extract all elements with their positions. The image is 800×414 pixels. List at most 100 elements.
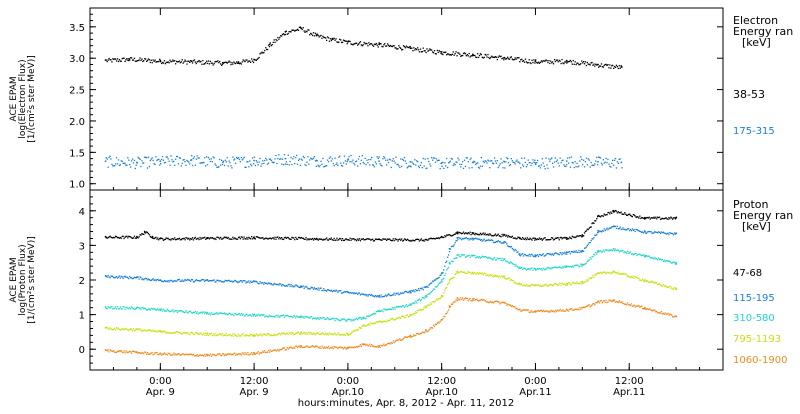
data-point <box>291 347 293 349</box>
data-point <box>570 251 573 253</box>
data-point <box>483 234 485 236</box>
data-point <box>275 238 277 240</box>
data-point <box>356 345 358 348</box>
series-value-point <box>456 236 459 239</box>
data-point <box>382 344 384 347</box>
data-point <box>131 350 134 352</box>
data-point <box>537 238 540 240</box>
data-point <box>598 250 601 252</box>
data-point <box>110 275 112 277</box>
data-point <box>585 230 588 232</box>
data-point <box>646 308 648 310</box>
data-point <box>402 305 404 307</box>
data-point <box>649 231 651 233</box>
data-point <box>664 260 666 263</box>
data-point <box>238 158 241 161</box>
data-point <box>246 281 248 283</box>
data-point <box>600 300 603 302</box>
data-point <box>552 237 554 239</box>
data-point <box>502 242 504 244</box>
data-point <box>543 60 545 62</box>
data-point <box>449 54 452 56</box>
data-point <box>404 290 407 292</box>
data-point <box>107 166 109 168</box>
data-point <box>418 333 421 335</box>
data-point <box>379 310 381 312</box>
data-point <box>382 295 384 298</box>
data-point <box>593 63 595 65</box>
data-point <box>466 238 468 240</box>
data-point <box>606 271 608 274</box>
data-point <box>611 249 613 251</box>
data-point <box>337 239 339 241</box>
data-point <box>514 306 516 308</box>
data-point <box>148 234 151 236</box>
data-point <box>484 160 486 162</box>
series-value-point <box>518 267 521 269</box>
data-point <box>293 334 295 336</box>
data-point <box>538 165 541 167</box>
data-point <box>484 299 486 302</box>
data-point <box>547 266 549 268</box>
data-point <box>310 346 312 348</box>
data-point <box>583 232 586 234</box>
data-point <box>263 52 265 54</box>
data-point <box>492 56 495 58</box>
data-point <box>357 238 359 240</box>
series-value-point <box>448 247 451 250</box>
data-point <box>214 333 216 335</box>
data-point <box>193 59 196 61</box>
legend-entry-175-315: 175-315 <box>733 126 775 137</box>
data-point <box>303 157 305 159</box>
data-point <box>128 278 130 280</box>
data-point <box>337 332 339 334</box>
data-point <box>150 279 152 281</box>
data-point <box>602 230 604 232</box>
data-point <box>364 157 366 159</box>
data-point <box>225 161 227 163</box>
data-point <box>441 296 443 298</box>
data-point <box>482 274 484 276</box>
data-point <box>147 353 150 355</box>
data-point <box>607 64 609 66</box>
data-point <box>646 216 648 219</box>
data-point <box>207 60 210 62</box>
data-point <box>119 329 121 331</box>
data-point <box>183 159 185 161</box>
series-38-53 <box>104 26 623 70</box>
data-point <box>290 346 292 348</box>
data-point <box>266 351 269 353</box>
data-point <box>302 155 304 158</box>
data-point <box>351 161 353 163</box>
data-point <box>464 237 467 239</box>
data-point <box>507 235 510 237</box>
data-point <box>281 285 283 287</box>
data-point <box>567 283 569 286</box>
data-point <box>544 310 546 312</box>
data-point <box>453 258 455 260</box>
data-point <box>405 336 407 338</box>
data-point <box>631 228 633 230</box>
data-point <box>577 251 579 254</box>
data-point <box>306 316 308 318</box>
data-point <box>241 352 243 354</box>
data-point <box>151 157 153 159</box>
data-point <box>173 332 175 334</box>
data-point <box>113 350 115 352</box>
data-point <box>390 294 392 297</box>
data-point <box>124 352 126 354</box>
data-point <box>254 353 256 355</box>
data-point <box>176 60 178 63</box>
series-value-point <box>503 160 506 163</box>
data-point <box>127 352 129 354</box>
data-point <box>426 48 428 50</box>
data-point <box>333 318 335 320</box>
data-point <box>607 158 609 161</box>
data-point <box>525 309 528 311</box>
data-point <box>166 331 168 333</box>
data-point <box>344 238 347 240</box>
data-point <box>349 237 351 239</box>
data-point <box>667 232 669 234</box>
data-point <box>335 239 337 241</box>
series-value-point <box>534 284 537 287</box>
